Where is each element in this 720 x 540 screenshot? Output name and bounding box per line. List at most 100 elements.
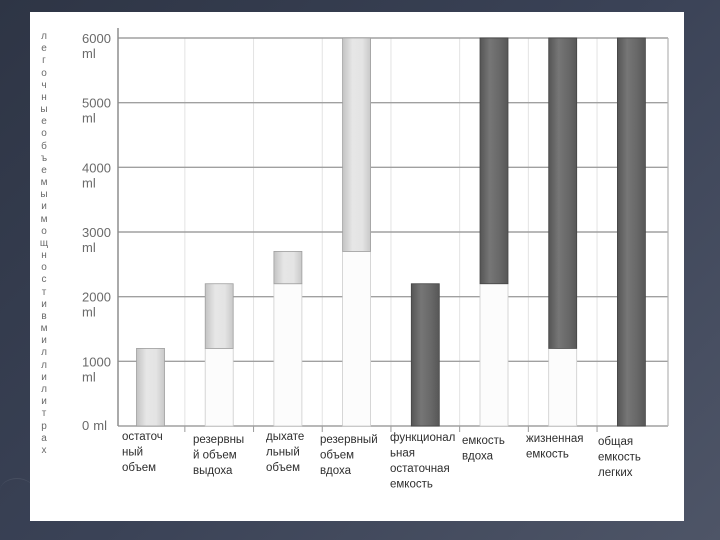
- y-tick-unit: ml: [82, 369, 96, 384]
- bar: [136, 347, 165, 427]
- y-axis-title-letter: е: [41, 43, 47, 55]
- category-label: жизненная емкость: [526, 433, 583, 461]
- y-tick-value: 6000: [82, 31, 111, 46]
- y-axis-title-letter: р: [41, 420, 47, 432]
- category-label-line: ьная: [390, 448, 415, 460]
- bar-base: [342, 250, 372, 427]
- y-axis-title-letter: о: [41, 262, 47, 274]
- bar-base: [204, 347, 234, 427]
- y-tick-label: 0 ml: [82, 418, 107, 433]
- y-axis-title-letter: л: [41, 347, 47, 359]
- category-label-line: дыхате: [266, 431, 304, 443]
- bar-base: [548, 347, 578, 427]
- category-label-line: резервный: [320, 434, 378, 446]
- gridlines: [118, 37, 668, 427]
- y-axis-title-letter: л: [41, 31, 47, 42]
- category-label-line: остаточ: [122, 431, 163, 443]
- category-label-line: общая: [598, 436, 633, 448]
- bar-base: [479, 283, 509, 427]
- y-axis-title-letter: о: [41, 67, 47, 79]
- y-axis-title-letter: м: [40, 177, 48, 189]
- category-label-line: емкость: [462, 435, 505, 447]
- y-axis-title-letter: а: [41, 432, 47, 444]
- y-axis-title-letter: ы: [40, 189, 48, 201]
- y-axis-title-letter: и: [41, 298, 47, 310]
- y-axis-title-letter: е: [41, 116, 47, 128]
- bars: [136, 37, 646, 427]
- category-label-line: емкость: [390, 479, 433, 491]
- bar: [273, 250, 303, 285]
- y-axis-title-letter: т: [41, 286, 47, 298]
- y-axis-title-letter: е: [41, 164, 47, 176]
- y-tick-unit: ml: [82, 111, 96, 126]
- category-label-line: легких: [598, 467, 633, 479]
- y-tick-unit: ml: [82, 46, 96, 61]
- bar: [617, 37, 646, 427]
- category-label-line: резервны: [193, 434, 244, 446]
- y-axis-title-letter: л: [41, 359, 47, 371]
- column-separators: [184, 38, 598, 432]
- category-label: общая емкость легких: [598, 436, 641, 479]
- slide-decoration: [0, 478, 34, 503]
- category-label-line: вдоха: [320, 465, 352, 477]
- y-axis-title-letter: г: [42, 55, 46, 67]
- y-axis-title-letter: с: [41, 274, 47, 286]
- category-label-line: ный: [122, 447, 143, 459]
- category-label-line: жизненная: [526, 433, 583, 445]
- y-axis-title-letter: и: [41, 371, 47, 383]
- category-label-line: объем: [266, 462, 300, 474]
- category-label: резервный объем вдоха: [320, 434, 378, 477]
- bar: [410, 283, 440, 427]
- bar: [342, 37, 372, 252]
- y-axis-title-letter: м: [40, 323, 48, 335]
- y-axis-title-letter: м: [40, 213, 48, 225]
- y-axis-title-letter: щ: [39, 237, 49, 249]
- y-axis-title-letter: х: [41, 444, 47, 456]
- category-label-line: й объем: [193, 450, 237, 462]
- category-label: емкость вдоха: [462, 435, 505, 463]
- y-tick-unit: ml: [82, 175, 96, 190]
- y-tick-value: 2000: [82, 290, 111, 305]
- bar: [479, 37, 509, 285]
- y-axis-title-letter: и: [41, 201, 47, 213]
- y-axis-title-letter: и: [41, 335, 47, 347]
- y-tick-value: 0: [82, 418, 89, 433]
- y-tick-unit: ml: [93, 418, 107, 433]
- y-tick-unit: ml: [82, 240, 96, 255]
- y-tick-value: 3000: [82, 225, 111, 240]
- category-label-line: выдоха: [193, 465, 233, 477]
- y-axis-title-letter: и: [41, 396, 47, 408]
- y-tick-value: 4000: [82, 160, 111, 175]
- y-axis-title-letter: о: [41, 128, 47, 140]
- category-label-line: функционал: [390, 432, 455, 444]
- category-label-line: емкость: [598, 452, 641, 464]
- y-axis-title-letter: о: [41, 225, 47, 237]
- y-axis-title-letter: ъ: [40, 152, 48, 164]
- bar: [548, 37, 578, 349]
- category-label-line: остаточная: [390, 463, 450, 475]
- y-axis-title-letter: в: [41, 310, 47, 322]
- bar: [204, 283, 234, 349]
- category-label-line: вдоха: [462, 451, 494, 463]
- y-axis-title-letter: н: [41, 250, 47, 262]
- y-tick-value: 5000: [82, 96, 111, 111]
- y-tick-value: 1000: [82, 354, 111, 369]
- y-tick-unit: ml: [82, 305, 96, 320]
- y-axis-title-letter: л: [41, 383, 47, 395]
- category-label: дыхате льный объем: [266, 431, 304, 474]
- y-axis-title-letter: н: [41, 91, 47, 103]
- category-label-line: объем: [320, 450, 354, 462]
- category-label-line: объем: [122, 462, 156, 474]
- y-axis-title-letter: б: [41, 140, 47, 152]
- bar-base: [273, 283, 303, 427]
- category-label-line: льный: [266, 447, 300, 459]
- category-label: резервны й объем выдоха: [193, 434, 244, 477]
- y-axis-title-letter: ы: [40, 104, 48, 116]
- y-axis-title-letter: т: [41, 408, 47, 420]
- category-label-line: емкость: [526, 449, 569, 461]
